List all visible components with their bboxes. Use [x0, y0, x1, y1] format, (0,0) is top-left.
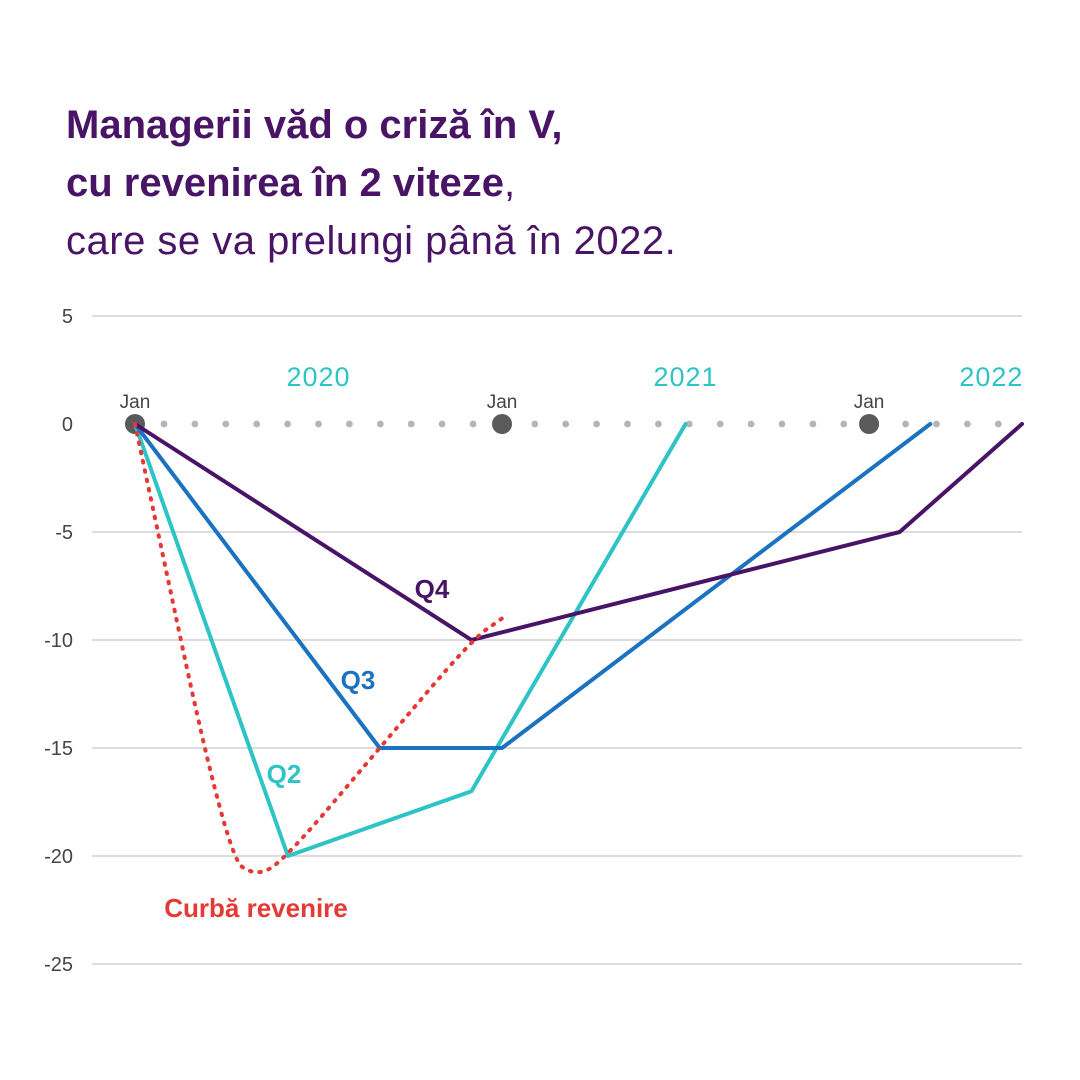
- baseline-dot: [438, 420, 446, 428]
- title-line-2: cu revenirea în 2 viteze,: [66, 154, 676, 212]
- y-tick-label: 5: [62, 306, 73, 328]
- x-month-label: Jan: [120, 392, 151, 413]
- y-tick-label: -5: [55, 522, 73, 544]
- baseline-dot: [191, 420, 199, 428]
- series-line-q2: [133, 422, 688, 858]
- baseline-dot: [346, 420, 353, 428]
- title-line-3: care se va prelungi până în 2022.: [66, 219, 677, 263]
- baseline-dot: [222, 420, 230, 428]
- x-year-label: 2020: [286, 362, 350, 392]
- baseline-dot: [902, 420, 909, 428]
- baseline-dot: [562, 420, 570, 428]
- series-label: Curbă revenire: [164, 893, 348, 923]
- baseline-dot: [964, 420, 971, 428]
- series-label: Q4: [415, 574, 450, 604]
- baseline-dot: [655, 420, 662, 428]
- y-tick-label: -15: [44, 738, 73, 760]
- jan-marker: [859, 414, 880, 434]
- x-year-label: 2021: [654, 362, 718, 392]
- baseline-dot: [994, 420, 1002, 428]
- baseline-dot: [778, 420, 786, 428]
- title-line-2-bold: cu revenirea în 2 viteze: [66, 161, 505, 205]
- baseline-dot: [840, 420, 848, 428]
- baseline-dot: [716, 420, 724, 428]
- baseline-dot: [407, 420, 415, 428]
- series-line-q3: [133, 422, 933, 750]
- baseline-dot: [160, 420, 168, 428]
- baseline-dot: [531, 420, 539, 428]
- series-label: Q2: [267, 759, 302, 789]
- baseline-dot: [593, 420, 600, 428]
- baseline-dot: [469, 420, 477, 428]
- jan-marker: [492, 414, 513, 434]
- series-line-curba-revenire: [133, 422, 505, 875]
- baseline-dot: [933, 420, 940, 428]
- baseline-dot: [253, 420, 261, 428]
- x-month-label: Jan: [854, 392, 885, 413]
- baseline-dot: [624, 420, 631, 428]
- y-tick-label: 0: [62, 414, 73, 436]
- baseline-dot: [376, 420, 384, 428]
- baseline-dot: [315, 420, 322, 428]
- y-tick-label: -10: [44, 630, 73, 652]
- chart-title: Managerii văd o criză în V, cu revenirea…: [66, 96, 676, 270]
- x-year-label: 2022: [959, 362, 1023, 392]
- series-label: Q3: [341, 665, 376, 695]
- series-line-q4: [133, 422, 1024, 642]
- baseline-dot: [747, 420, 755, 428]
- x-month-label: Jan: [487, 392, 518, 413]
- title-line-2-rest: ,: [504, 161, 516, 205]
- y-tick-label: -20: [44, 846, 73, 868]
- baseline-dot: [284, 420, 291, 428]
- y-tick-label: -25: [44, 954, 73, 976]
- baseline-dot: [809, 420, 817, 428]
- title-line-1: Managerii văd o criză în V,: [66, 103, 563, 147]
- baseline-dot: [685, 420, 693, 428]
